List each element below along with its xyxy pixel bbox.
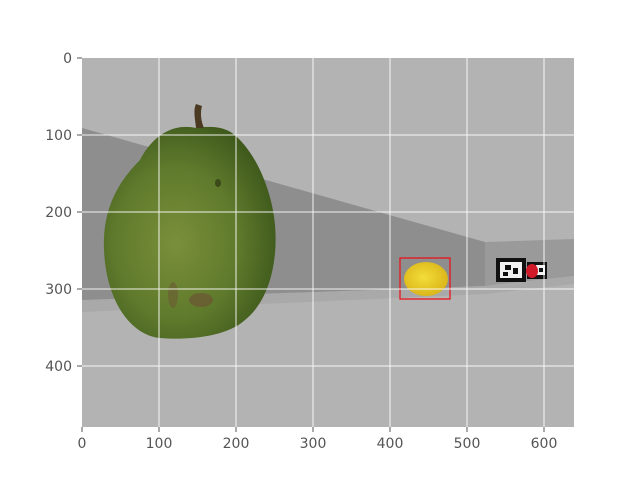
y-tick-label: 0 <box>63 51 72 67</box>
photo <box>82 58 574 427</box>
x-tick-label: 200 <box>223 436 250 452</box>
pear-stem <box>194 104 204 128</box>
y-tick-label: 300 <box>45 282 72 298</box>
bounding-box <box>399 257 451 300</box>
pear <box>103 104 276 339</box>
x-tick-label: 500 <box>454 436 481 452</box>
x-tick-labels: 0 100 200 300 400 500 600 <box>78 436 558 452</box>
grid <box>82 58 574 427</box>
y-tick-label: 400 <box>45 359 72 375</box>
tick-marks <box>77 57 545 432</box>
red-object <box>526 264 538 278</box>
y-tick-label: 100 <box>45 128 72 144</box>
x-tick-label: 400 <box>377 436 404 452</box>
y-tick-labels: 0 100 200 300 400 <box>45 51 72 375</box>
x-tick-label: 600 <box>531 436 558 452</box>
x-tick-label: 100 <box>146 436 173 452</box>
y-tick-label: 200 <box>45 205 72 221</box>
x-tick-label: 0 <box>78 436 87 452</box>
lemon <box>404 262 448 296</box>
x-tick-label: 300 <box>300 436 327 452</box>
